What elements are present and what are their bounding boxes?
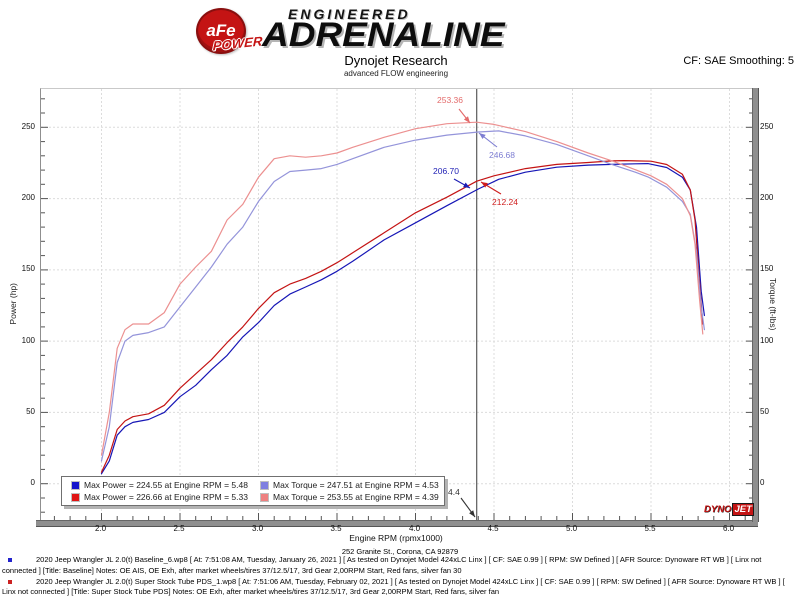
y-tick-label-right: 250	[760, 121, 774, 131]
plot-area	[40, 88, 753, 521]
y-tick-label-right: 200	[760, 193, 774, 203]
run-descriptions: 2020 Jeep Wrangler JL 2.0(t) Baseline_6.…	[0, 555, 798, 598]
right-axis-bar	[752, 88, 759, 522]
x-tick-label: 4.0	[408, 524, 421, 533]
legend-label: Max Power = 226.66 at Engine RPM = 5.33	[84, 492, 248, 502]
x-axis-bar	[36, 520, 758, 527]
y-tick-label-right: 0	[760, 478, 765, 488]
data-label: 212.24	[492, 197, 518, 207]
afe-power-logo-icon: aFe	[196, 8, 246, 54]
y-tick-label-left: 100	[21, 335, 35, 345]
y-axis-title-left: Power (hp)	[8, 283, 18, 325]
shop-address: 252 Granite St., Corona, CA 92879	[341, 547, 459, 556]
y-tick-label-left: 50	[26, 406, 35, 416]
legend-swatch-icon	[71, 480, 80, 490]
legend-item: Max Power = 224.55 at Engine RPM = 5.48	[64, 480, 253, 490]
legend-label: Max Power = 224.55 at Engine RPM = 5.48	[84, 480, 248, 490]
dynojet-logo: DYNO JET	[704, 503, 754, 516]
x-tick-label: 5.0	[565, 524, 578, 533]
x-tick-label: 3.0	[251, 524, 264, 533]
data-label: 246.68	[489, 150, 515, 160]
run-bullet-icon	[8, 579, 12, 584]
curve-baseline-power	[100, 162, 706, 475]
chart-subtitle: advanced FLOW engineering	[343, 69, 449, 78]
y-axis-title-right: Torque (ft-lbs)	[768, 277, 778, 331]
legend-label: Max Torque = 247.51 at Engine RPM = 4.53	[273, 480, 439, 490]
legend-item: Max Torque = 253.55 at Engine RPM = 4.39	[253, 492, 442, 502]
y-tick-label-right: 50	[760, 406, 769, 416]
legend-swatch-icon	[260, 480, 269, 490]
data-label: 4.4	[448, 487, 460, 497]
smoothing-setting: CF: SAE Smoothing: 5	[683, 55, 794, 67]
legend-swatch-icon	[260, 492, 269, 502]
curve-superstock-torque	[100, 121, 704, 456]
y-tick-label-right: 150	[760, 264, 774, 274]
curve-superstock-power	[100, 159, 704, 473]
data-label: 253.36	[437, 95, 463, 105]
x-tick-label: 6.0	[722, 524, 735, 533]
afe-logo-text: aFe	[206, 21, 236, 40]
y-tick-label-left: 200	[21, 193, 35, 203]
legend-item: Max Torque = 247.51 at Engine RPM = 4.53	[253, 480, 442, 490]
run-description: 2020 Jeep Wrangler JL 2.0(t) Baseline_6.…	[2, 555, 762, 575]
adrenaline-text: ADRENALINE	[262, 15, 505, 54]
y-tick-label-left: 0	[30, 478, 35, 488]
y-tick-label-left: 250	[21, 121, 35, 131]
x-tick-label: 2.0	[94, 524, 107, 533]
dyno-curves-svg	[41, 89, 753, 521]
x-tick-label: 4.5	[487, 524, 499, 533]
run-bullet-icon	[8, 558, 12, 562]
y-tick-label-left: 150	[21, 264, 35, 274]
x-tick-label: 2.5	[173, 524, 185, 533]
legend-label: Max Torque = 253.55 at Engine RPM = 4.39	[273, 492, 439, 502]
run-description: 2020 Jeep Wrangler JL 2.0(t) Super Stock…	[2, 576, 785, 597]
curve-baseline-torque	[100, 130, 706, 462]
data-label: 206.70	[433, 166, 459, 176]
x-axis-title: Engine RPM (rpmx1000)	[349, 533, 443, 543]
chart-title: Dynojet Research	[344, 53, 448, 68]
x-tick-label: 3.5	[330, 524, 342, 533]
x-tick-label: 5.5	[644, 524, 656, 533]
legend-swatch-icon	[71, 492, 80, 502]
y-tick-label-right: 100	[760, 335, 774, 345]
engineered-text: ENGINEERED	[288, 6, 411, 22]
legend: Max Power = 224.55 at Engine RPM = 5.48 M…	[61, 476, 445, 506]
legend-item: Max Power = 226.66 at Engine RPM = 5.33	[64, 492, 253, 502]
